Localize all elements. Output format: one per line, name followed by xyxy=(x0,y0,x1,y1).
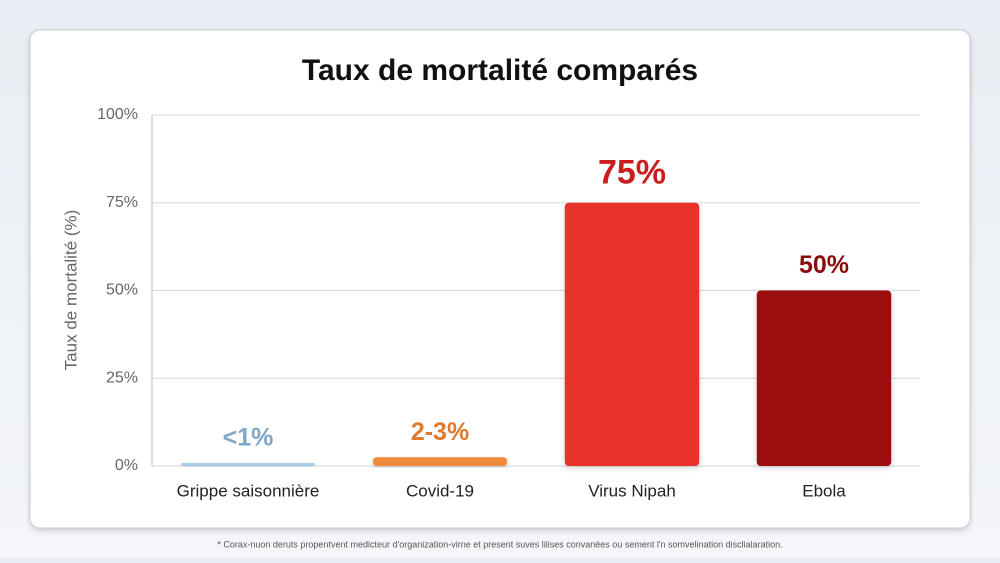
value-label: 50% xyxy=(799,251,849,279)
value-label: 75% xyxy=(598,154,666,192)
value-label: <1% xyxy=(223,423,274,451)
bar xyxy=(180,462,316,466)
bar xyxy=(564,202,700,466)
y-tick-label: 0% xyxy=(115,457,138,474)
bar xyxy=(372,457,508,466)
y-axis-label: Taux de mortalité (%) xyxy=(61,210,80,371)
x-tick-label: Grippe saisonnière xyxy=(177,481,320,500)
chart-title: Taux de mortalité comparés xyxy=(302,54,698,87)
bar xyxy=(756,290,892,466)
y-tick-label: 75% xyxy=(106,194,138,211)
footnote: * Corax-nuon deruts propentvent medicteu… xyxy=(217,539,782,549)
x-tick-label: Covid-19 xyxy=(406,481,474,500)
x-tick-label: Ebola xyxy=(802,481,846,500)
y-tick-label: 50% xyxy=(106,282,138,299)
y-tick-label: 100% xyxy=(97,106,138,123)
value-label: 2-3% xyxy=(411,418,469,446)
y-tick-label: 25% xyxy=(106,369,138,386)
x-tick-label: Virus Nipah xyxy=(588,481,676,500)
card xyxy=(29,29,971,529)
